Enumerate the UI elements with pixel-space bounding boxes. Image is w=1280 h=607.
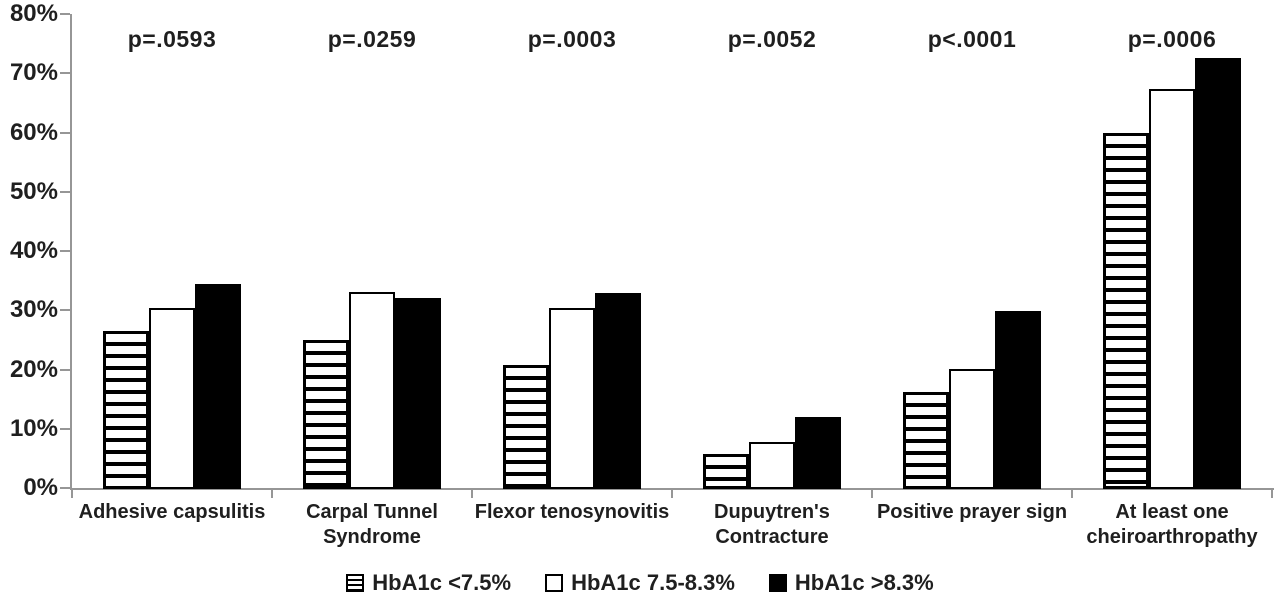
category-label-line: Dupuytren's (714, 501, 830, 523)
x-axis-tick (871, 490, 873, 498)
category-label-line: Flexor tenosynovitis (474, 501, 670, 523)
bar-black (995, 311, 1041, 489)
category-label-line: Carpal Tunnel (306, 501, 438, 523)
category-label-line: Syndrome (323, 526, 421, 548)
bar-white (1149, 89, 1195, 489)
p-value-label: p=.0593 (127, 26, 217, 52)
legend-item: HbA1c <7.5% (346, 570, 511, 596)
y-axis-tick-label: 60% (9, 118, 58, 146)
bar-striped (103, 331, 149, 489)
legend-label: HbA1c <7.5% (372, 570, 512, 595)
p-value-label: p=.0006 (1127, 26, 1217, 52)
y-axis-tick-label: 50% (9, 177, 58, 205)
p-value-label: p<.0001 (927, 26, 1017, 52)
category-label: Positive prayer sign (862, 500, 1082, 525)
p-value-label: p=.0052 (727, 26, 817, 52)
bar-white (949, 369, 995, 489)
bar-black (795, 417, 841, 489)
y-axis-tick-label: 70% (9, 59, 58, 87)
category-label-line: Contracture (715, 526, 829, 548)
legend-item: HbA1c 7.5-8.3% (545, 570, 735, 596)
x-axis-tick (71, 490, 73, 498)
legend-label: HbA1c 7.5-8.3% (571, 570, 735, 595)
category-label: Adhesive capsulitis (62, 500, 282, 525)
category-label-line: Adhesive capsulitis (78, 501, 266, 523)
category-label: Flexor tenosynovitis (462, 500, 682, 525)
y-axis-tick (60, 368, 70, 371)
y-axis-tick (60, 190, 70, 193)
y-axis-tick (60, 487, 70, 489)
bar-striped (903, 392, 949, 489)
legend-item: HbA1c >8.3% (768, 570, 934, 596)
bar-white (549, 308, 595, 489)
category-label: Dupuytren's Contracture (662, 500, 882, 550)
chart-legend: HbA1c <7.5% HbA1c 7.5-8.3% HbA1c >8.3% (0, 570, 1280, 596)
category-label-line: At least one (1115, 501, 1229, 523)
y-axis-tick-label: 10% (9, 414, 58, 442)
bar-white (749, 442, 795, 489)
y-axis-tick-label: 20% (9, 355, 58, 383)
white-square-icon (545, 574, 564, 592)
x-axis-tick (271, 490, 273, 498)
bar-striped (303, 340, 349, 489)
y-axis-tick (60, 13, 70, 15)
category-label-line: Positive prayer sign (876, 501, 1068, 523)
x-axis-tick (1271, 490, 1273, 498)
y-axis-tick-label: 80% (9, 0, 58, 27)
y-axis-tick-label: 30% (9, 296, 58, 324)
striped-square-icon (346, 574, 365, 592)
y-axis-tick (60, 309, 70, 312)
bar-white (349, 292, 395, 489)
bar-striped (703, 454, 749, 489)
black-square-icon (768, 574, 787, 592)
legend-label: HbA1c >8.3% (794, 570, 934, 595)
p-value-label: p=.0003 (527, 26, 617, 52)
p-value-label: p=.0259 (327, 26, 417, 52)
y-axis-line (70, 14, 72, 490)
bar-striped (503, 365, 549, 489)
bar-black (1195, 58, 1241, 489)
x-axis-tick (671, 490, 673, 498)
x-axis-tick (1071, 490, 1073, 498)
bar-striped (1103, 133, 1149, 489)
bar-white (149, 308, 195, 489)
category-label-line: cheiroarthropathy (1086, 526, 1258, 548)
y-axis-tick-label: 40% (9, 237, 58, 264)
y-axis-tick (60, 72, 70, 75)
y-axis-tick (60, 131, 70, 134)
x-axis-tick (471, 490, 473, 498)
y-axis-tick (60, 250, 70, 252)
y-axis-tick-label: 0% (23, 474, 58, 501)
x-axis-line (70, 488, 1274, 490)
bar-black (195, 284, 241, 489)
bar-black (595, 293, 641, 489)
bar-black (395, 298, 441, 489)
y-axis-tick (60, 427, 70, 430)
category-label: Carpal Tunnel Syndrome (262, 500, 482, 550)
category-label: At least one cheiroarthropathy (1062, 500, 1280, 550)
